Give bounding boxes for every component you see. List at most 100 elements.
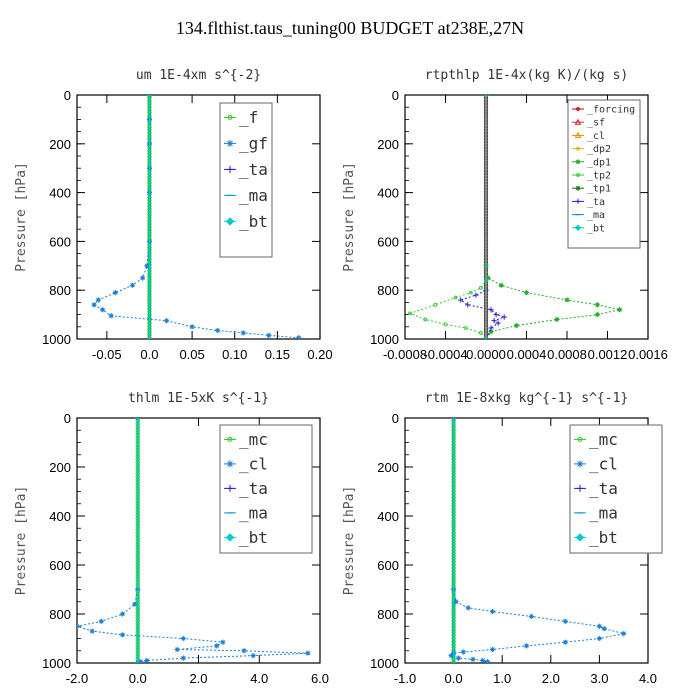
data-point	[594, 302, 600, 308]
legend-entry: _bt	[239, 528, 268, 547]
x-tick-label: 0.0008	[547, 347, 587, 362]
y-tick-label: 600	[49, 234, 71, 249]
data-point	[453, 295, 458, 300]
data-point	[77, 623, 80, 629]
x-tick-label: -0.05	[92, 347, 122, 362]
data-point	[562, 618, 568, 624]
series-tp2	[408, 95, 488, 339]
y-tick-label: 1000	[370, 656, 399, 671]
data-point	[138, 659, 144, 663]
x-tick-label: 0.20	[307, 347, 332, 362]
data-point	[554, 316, 560, 323]
data-point	[453, 599, 459, 605]
x-tick-label: -0.0004	[423, 347, 467, 362]
x-tick-label: 0.0	[140, 347, 158, 362]
data-point	[129, 282, 136, 288]
y-tick-label: 1000	[42, 656, 71, 671]
y-tick-label: 800	[49, 283, 71, 298]
legend-entry: _dp2	[587, 144, 611, 155]
data-point	[250, 653, 256, 659]
data-point	[189, 324, 195, 330]
data-point	[465, 302, 471, 308]
data-point	[523, 290, 530, 296]
series-line	[459, 95, 506, 339]
y-tick-label: 800	[49, 607, 71, 622]
y-tick-label: 800	[377, 607, 399, 622]
data-point	[144, 657, 150, 663]
legend-marker	[574, 224, 582, 232]
data-point	[423, 317, 428, 322]
data-point	[468, 290, 473, 295]
data-point	[99, 307, 106, 313]
data-point	[140, 275, 146, 281]
panel-title: um 1E-4xm s^{-2}	[136, 68, 261, 83]
y-tick-label: 400	[49, 186, 71, 201]
legend-marker	[576, 146, 580, 151]
legend-entry: _ta	[239, 160, 268, 179]
legend-entry: _ma	[239, 186, 268, 205]
x-tick-label: 1.0	[493, 671, 511, 686]
y-tick-label: 0	[64, 411, 71, 426]
legend-marker	[576, 484, 584, 492]
x-tick-label: 0.15	[265, 347, 290, 362]
y-tick-label: 200	[377, 137, 399, 152]
x-tick-label: 4.0	[250, 671, 268, 686]
legend-marker	[227, 436, 233, 442]
data-point	[108, 313, 114, 319]
legend-marker	[225, 533, 235, 542]
y-tick-label: 0	[392, 88, 399, 103]
data-point	[473, 292, 479, 298]
data-point	[433, 302, 438, 307]
y-tick-label: 600	[377, 234, 399, 249]
legend-marker	[576, 460, 584, 468]
y-tick-label: 0	[64, 88, 71, 103]
x-tick-label: 0.05	[179, 347, 204, 362]
y-tick-label: 200	[49, 460, 71, 475]
data-point	[455, 655, 462, 661]
legend-entry: _tp1	[587, 184, 611, 195]
series-ta	[458, 95, 507, 339]
x-tick-label: 2.0	[189, 671, 207, 686]
legend-marker	[576, 107, 580, 111]
data-point	[489, 646, 496, 653]
data-point	[408, 311, 412, 316]
legend-box	[569, 424, 663, 554]
data-point	[443, 322, 448, 327]
legend-entry: _ma	[239, 504, 268, 523]
y-tick-label: 0	[392, 411, 399, 426]
data-point	[479, 330, 483, 335]
data-point	[485, 659, 491, 663]
data-point	[596, 635, 602, 642]
y-axis-label: Pressure [hPa]	[14, 162, 29, 272]
legend-entry: _ta	[589, 479, 618, 498]
y-axis-label: Pressure [hPa]	[342, 486, 357, 596]
legend-marker	[226, 165, 234, 173]
legend-marker	[227, 114, 233, 120]
data-point	[98, 618, 104, 624]
legend: _mc _cl _ta _ma _bt	[219, 424, 313, 554]
panel-4: rtm 1E-8xkg kg^{-1} s^{-1} Pressure [hPa]…	[342, 391, 663, 686]
plot-frame	[76, 94, 321, 340]
legend: _mc _cl _ta _ma _bt	[569, 424, 663, 554]
data-point	[617, 307, 623, 313]
data-point	[174, 646, 180, 653]
data-point	[485, 275, 491, 281]
series-dp1	[483, 95, 623, 339]
data-point	[180, 635, 186, 642]
y-tick-label: 400	[377, 186, 399, 201]
legend-entry: _bt	[239, 212, 268, 231]
y-axis-label: Pressure [hPa]	[342, 162, 357, 272]
data-point	[296, 335, 302, 339]
data-point	[266, 332, 272, 338]
data-point	[523, 643, 530, 649]
legend-marker	[226, 139, 234, 147]
plot-area	[448, 418, 627, 663]
x-tick-label: -2.0	[66, 671, 88, 686]
data-point	[501, 314, 507, 320]
plot-area	[91, 95, 302, 339]
x-tick-label: -1.0	[394, 671, 416, 686]
x-tick-label: 2.0	[542, 671, 560, 686]
data-point	[479, 285, 483, 290]
legend-entry: _gf	[239, 134, 268, 153]
y-tick-label: 800	[377, 283, 399, 298]
